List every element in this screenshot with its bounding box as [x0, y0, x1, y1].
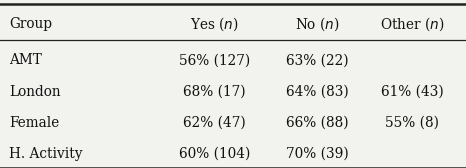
Text: Female: Female	[9, 116, 60, 130]
Text: 70% (39): 70% (39)	[286, 147, 348, 161]
Text: 60% (104): 60% (104)	[178, 147, 250, 161]
Text: 64% (83): 64% (83)	[286, 85, 348, 99]
Text: 68% (17): 68% (17)	[183, 85, 246, 99]
Text: Group: Group	[9, 17, 52, 31]
Text: No ($\mathit{n}$): No ($\mathit{n}$)	[295, 15, 339, 33]
Text: Yes ($\mathit{n}$): Yes ($\mathit{n}$)	[190, 15, 239, 33]
Text: 55% (8): 55% (8)	[385, 116, 439, 130]
Text: 63% (22): 63% (22)	[286, 53, 348, 68]
Text: 66% (88): 66% (88)	[286, 116, 348, 130]
Text: AMT: AMT	[9, 53, 42, 68]
Text: 56% (127): 56% (127)	[179, 53, 250, 68]
Text: 62% (47): 62% (47)	[183, 116, 246, 130]
Text: Other ($\mathit{n}$): Other ($\mathit{n}$)	[380, 15, 445, 33]
Text: H. Activity: H. Activity	[9, 147, 83, 161]
Text: London: London	[9, 85, 61, 99]
Text: 61% (43): 61% (43)	[381, 85, 444, 99]
